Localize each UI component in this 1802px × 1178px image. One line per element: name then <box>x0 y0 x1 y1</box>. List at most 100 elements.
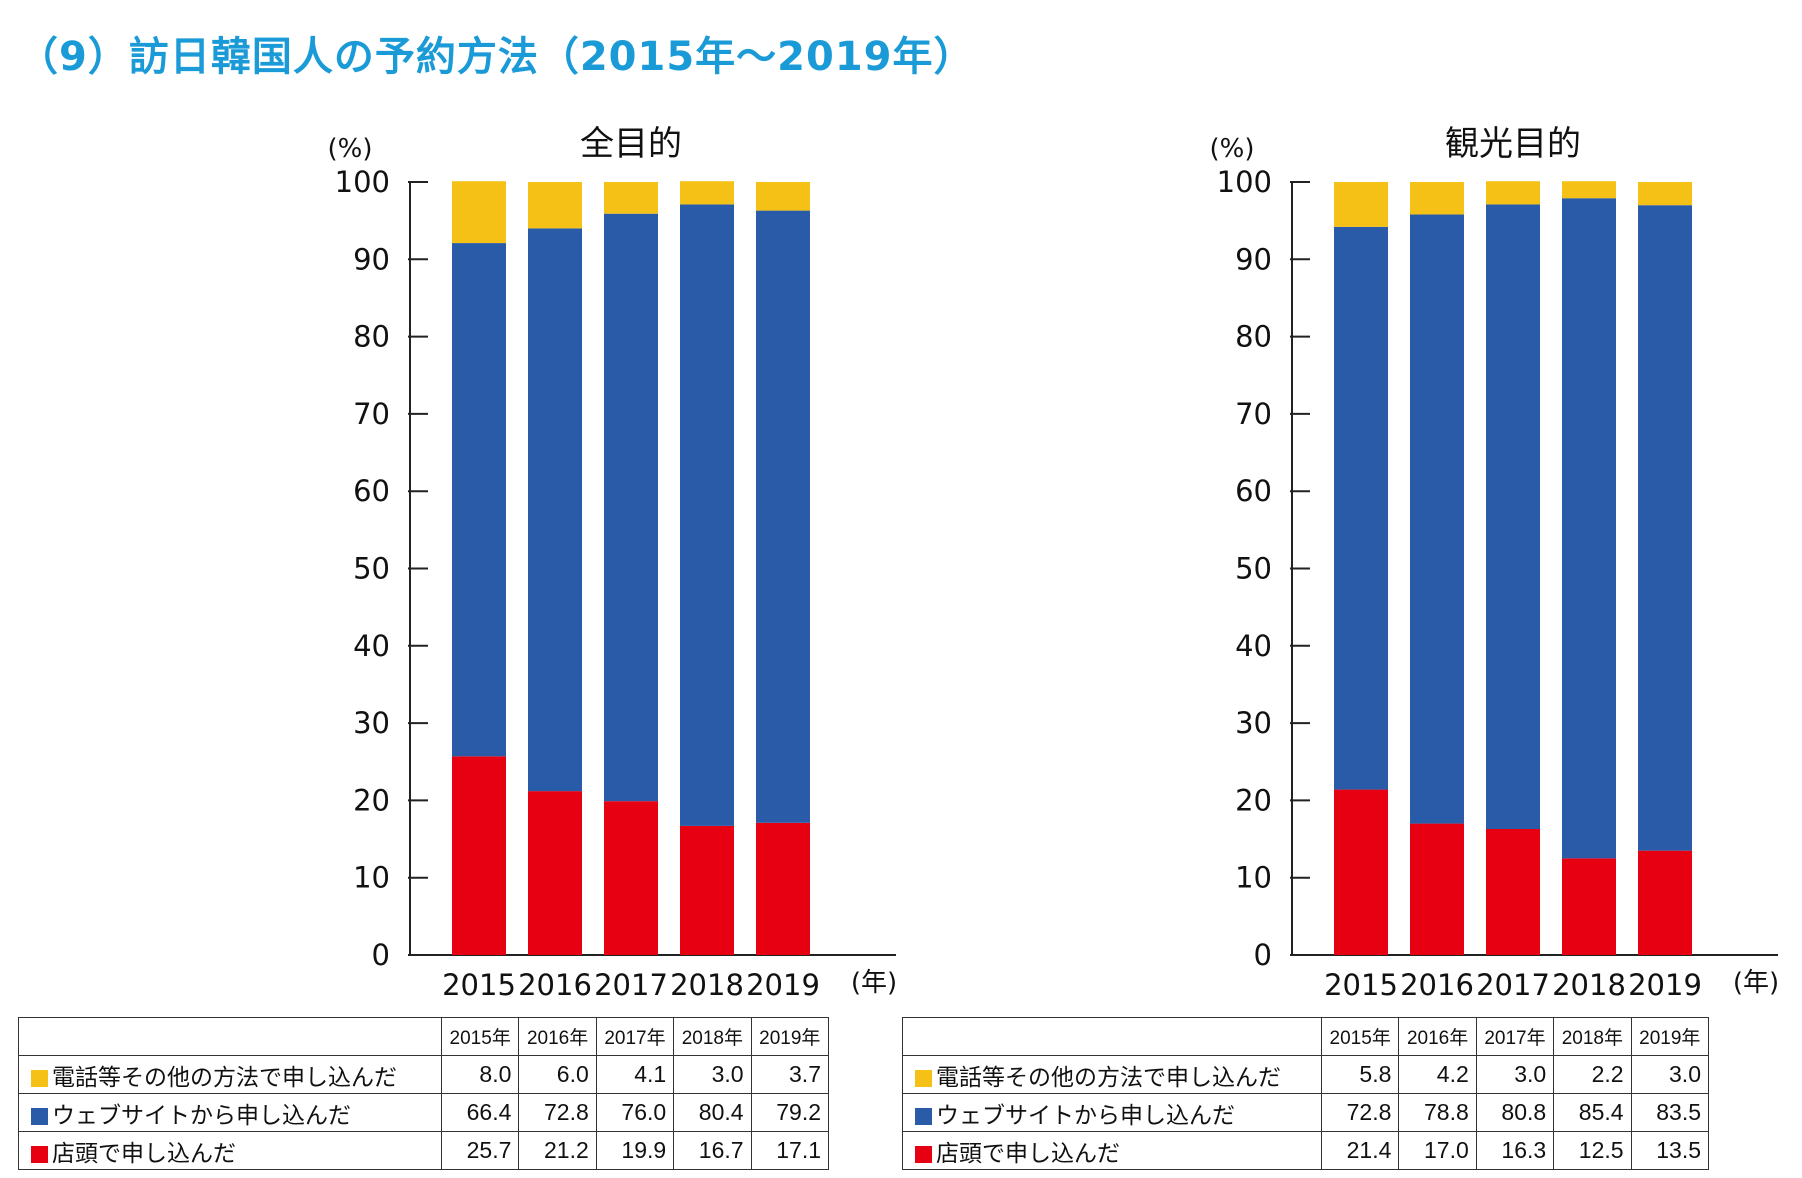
table-header-row: 2015年 2016年 2017年 2018年 2019年 <box>902 1017 1710 1056</box>
x-axis-unit-label: (年) <box>851 968 897 998</box>
row-label: 電話等その他の方法で申し込んだ <box>18 1055 442 1094</box>
table-row: 店頭で申し込んだ 25.7 21.2 19.9 16.7 17.1 <box>18 1131 830 1170</box>
bar-segment <box>756 182 810 211</box>
table-cell: 16.3 <box>1475 1131 1555 1170</box>
bar-segment <box>1334 182 1388 227</box>
row-label: ウェブサイトから申し込んだ <box>18 1093 442 1132</box>
table-header-year: 2016年 <box>1398 1017 1477 1056</box>
table-cell: 3.0 <box>673 1055 752 1094</box>
y-tick-label: 30 <box>1235 706 1272 740</box>
table-header-year: 2018年 <box>673 1017 752 1056</box>
row-label: ウェブサイトから申し込んだ <box>902 1093 1322 1132</box>
x-tick-label: 2016 <box>518 968 592 1002</box>
table-header-year: 2018年 <box>1553 1017 1632 1056</box>
bar-segment <box>1486 181 1540 205</box>
bar-segment <box>452 756 506 955</box>
x-tick-label: 2015 <box>1324 968 1398 1002</box>
table-cell: 16.7 <box>673 1131 752 1170</box>
table-cell: 72.8 <box>518 1093 597 1132</box>
table-row: 電話等その他の方法で申し込んだ 5.8 4.2 3.0 2.2 3.0 <box>902 1055 1710 1094</box>
table-cell: 19.9 <box>595 1131 675 1170</box>
table-cell: 17.1 <box>750 1131 830 1170</box>
y-tick-label: 60 <box>1235 474 1272 508</box>
table-cell: 3.7 <box>750 1055 830 1094</box>
bar-segment <box>680 825 734 955</box>
table-cell: 80.8 <box>1475 1093 1555 1132</box>
bar-segment <box>1410 214 1464 824</box>
legend-swatch-other <box>31 1069 48 1087</box>
table-cell: 4.1 <box>595 1055 675 1094</box>
bar-segment <box>1334 789 1388 955</box>
bar-segment <box>604 213 658 802</box>
table-cell: 13.5 <box>1630 1131 1710 1170</box>
table-row: 店頭で申し込んだ 21.4 17.0 16.3 12.5 13.5 <box>902 1131 1710 1170</box>
row-label: 店頭で申し込んだ <box>18 1131 442 1170</box>
y-tick-label: 60 <box>353 474 390 508</box>
x-tick-label: 2019 <box>1628 968 1702 1002</box>
chart-tourism: 観光目的 (%) (年) 0 10 20 30 40 50 60 70 80 90 100 2015 2016… <box>1210 124 1780 1002</box>
bar-segment <box>1486 829 1540 955</box>
bar-segment <box>1334 226 1388 790</box>
table-cell: 76.0 <box>595 1093 675 1132</box>
y-tick-label: 90 <box>1235 242 1272 276</box>
x-tick-label: 2018 <box>670 968 744 1002</box>
row-label-text: 店頭で申し込んだ <box>936 1139 1120 1166</box>
y-tick-label: 100 <box>1217 165 1272 199</box>
y-tick-label: 40 <box>353 629 390 663</box>
table-cell: 4.2 <box>1398 1055 1477 1094</box>
x-tick-label: 2019 <box>746 968 820 1002</box>
bar-segment <box>1562 181 1616 199</box>
table-cell: 21.2 <box>518 1131 597 1170</box>
table-cell: 3.0 <box>1630 1055 1710 1094</box>
bar-segment <box>528 791 582 955</box>
table-cell: 80.4 <box>673 1093 752 1132</box>
table-cell: 5.8 <box>1320 1055 1400 1094</box>
x-axis-unit-label: (年) <box>1733 968 1779 998</box>
bar-segment <box>528 228 582 792</box>
page-title: （9）訪日韓国人の予約方法（2015年～2019年） <box>18 34 975 80</box>
table-cell: 78.8 <box>1398 1093 1477 1132</box>
y-tick-label: 0 <box>372 938 390 972</box>
bar-segment <box>1638 205 1692 851</box>
table-cell: 2.2 <box>1553 1055 1632 1094</box>
legend-swatch-store <box>31 1145 48 1163</box>
table-cell: 21.4 <box>1320 1131 1400 1170</box>
table-cell: 3.0 <box>1475 1055 1555 1094</box>
table-corner <box>18 1017 442 1056</box>
data-table-tourism: 2015年 2016年 2017年 2018年 2019年 電話等その他の方法で… <box>902 1017 1710 1170</box>
table-cell: 66.4 <box>440 1093 520 1132</box>
bar-segment <box>1562 198 1616 859</box>
row-label-text: 店頭で申し込んだ <box>52 1139 236 1166</box>
bar-segment <box>680 204 734 826</box>
table-header-year: 2015年 <box>440 1017 520 1056</box>
y-tick-label: 100 <box>335 165 390 199</box>
y-tick-label: 40 <box>1235 629 1272 663</box>
table-row: ウェブサイトから申し込んだ 66.4 72.8 76.0 80.4 79.2 <box>18 1093 830 1132</box>
table-row: 電話等その他の方法で申し込んだ 8.0 6.0 4.1 3.0 3.7 <box>18 1055 830 1094</box>
bar-segment <box>1410 182 1464 215</box>
table-header-year: 2016年 <box>518 1017 597 1056</box>
bar-segment <box>452 181 506 244</box>
y-tick-label: 20 <box>1235 783 1272 817</box>
row-label-text: 電話等その他の方法で申し込んだ <box>936 1063 1281 1090</box>
bar-segment <box>452 243 506 757</box>
row-label-text: ウェブサイトから申し込んだ <box>52 1101 351 1128</box>
y-tick-label: 20 <box>353 783 390 817</box>
y-tick-label: 50 <box>1235 552 1272 586</box>
row-label-text: ウェブサイトから申し込んだ <box>936 1101 1235 1128</box>
y-tick-label: 90 <box>353 242 390 276</box>
chart-title: 観光目的 <box>1445 124 1581 164</box>
bar-segment <box>1562 858 1616 955</box>
table-row: ウェブサイトから申し込んだ 72.8 78.8 80.8 85.4 83.5 <box>902 1093 1710 1132</box>
y-tick-label: 10 <box>1235 861 1272 895</box>
table-header-year: 2017年 <box>595 1017 675 1056</box>
y-axis-unit-label: (%) <box>1210 134 1255 164</box>
x-tick-label: 2016 <box>1400 968 1474 1002</box>
table-header-row: 2015年 2016年 2017年 2018年 2019年 <box>18 1017 830 1056</box>
x-tick-label: 2018 <box>1552 968 1626 1002</box>
legend-swatch-website <box>915 1107 932 1125</box>
bar-segment <box>604 182 658 214</box>
y-tick-label: 80 <box>1235 320 1272 354</box>
bar-segment <box>756 210 810 823</box>
table-header-year: 2019年 <box>1630 1017 1710 1056</box>
